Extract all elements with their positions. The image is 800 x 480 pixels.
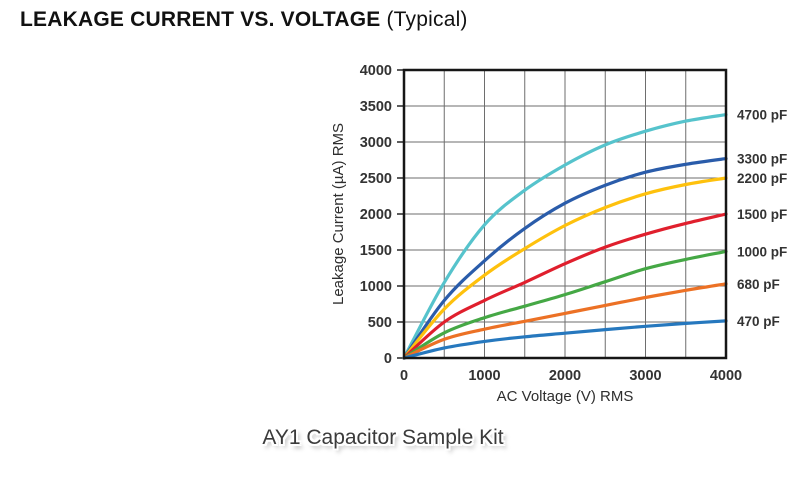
y-axis-title: Leakage Current (µA) RMS bbox=[330, 122, 347, 306]
x-tick-label: 4000 bbox=[710, 368, 742, 384]
series-label-4700pF: 4700 pF bbox=[737, 108, 787, 123]
grid-lines bbox=[404, 70, 726, 358]
series-label-2200pF: 2200 pF bbox=[737, 171, 787, 186]
curve-1500pF bbox=[402, 212, 728, 360]
series-legend: 4700 pF 3300 pF 2200 pF 1500 pF 1000 pF 680 p… bbox=[737, 108, 787, 329]
page-title-typical: (Typical) bbox=[386, 8, 468, 31]
y-tick-label: 2000 bbox=[360, 207, 392, 223]
y-tick-label: 500 bbox=[368, 315, 392, 331]
x-tick-labels: 0 1000 2000 3000 4000 bbox=[400, 368, 742, 384]
curve-470pF bbox=[402, 319, 728, 360]
series-label-1000pF: 1000 pF bbox=[737, 244, 787, 259]
x-tick-label: 2000 bbox=[549, 368, 581, 384]
curve-1000pF bbox=[402, 249, 728, 360]
x-axis-title: AC Voltage (V) RMS bbox=[496, 388, 634, 405]
caption-sticker: AY1 Capacitor Sample Kit bbox=[262, 426, 504, 449]
series-label-680pF: 680 pF bbox=[737, 277, 780, 292]
curve-2200pF bbox=[402, 176, 728, 360]
curves bbox=[402, 113, 728, 360]
y-tick-label: 1500 bbox=[360, 243, 392, 259]
y-tick-labels: 0 500 1000 1500 2000 2500 3000 3500 4000 bbox=[360, 63, 392, 367]
series-label-3300pF: 3300 pF bbox=[737, 152, 787, 167]
series-label-470pF: 470 pF bbox=[737, 314, 780, 329]
page-title-main: LEAKAGE CURRENT VS. VOLTAGE bbox=[20, 8, 381, 31]
x-tick-label: 0 bbox=[400, 368, 408, 384]
x-tick-label: 1000 bbox=[468, 368, 500, 384]
y-tick-label: 2500 bbox=[360, 171, 392, 187]
y-tick-label: 0 bbox=[384, 351, 392, 367]
curve-680pF bbox=[402, 282, 728, 360]
plot-frame bbox=[402, 68, 728, 360]
y-tick-label: 1000 bbox=[360, 279, 392, 295]
series-label-1500pF: 1500 pF bbox=[737, 207, 787, 222]
curve-3300pF bbox=[402, 157, 728, 360]
y-tick-label: 3500 bbox=[360, 99, 392, 115]
x-tick-label: 3000 bbox=[629, 368, 661, 384]
curve-4700pF bbox=[402, 113, 728, 360]
y-tick-label: 4000 bbox=[360, 63, 392, 79]
y-tick-label: 3000 bbox=[360, 135, 392, 151]
page-title: LEAKAGE CURRENT VS. VOLTAGE (Typical) bbox=[20, 8, 468, 32]
